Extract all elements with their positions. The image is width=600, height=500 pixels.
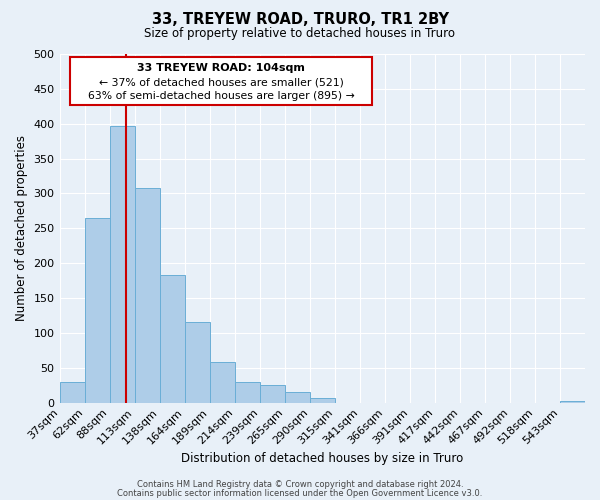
Text: ← 37% of detached houses are smaller (521): ← 37% of detached houses are smaller (52…: [98, 78, 344, 88]
Bar: [59, 382, 85, 402]
Bar: [185, 322, 209, 402]
Bar: [160, 275, 185, 402]
Bar: [85, 218, 110, 402]
Bar: [209, 362, 235, 403]
X-axis label: Distribution of detached houses by size in Truro: Distribution of detached houses by size …: [181, 452, 463, 465]
Bar: [110, 126, 134, 402]
Bar: [134, 188, 160, 402]
Text: 63% of semi-detached houses are larger (895) →: 63% of semi-detached houses are larger (…: [88, 90, 355, 101]
FancyBboxPatch shape: [70, 58, 372, 104]
Text: Size of property relative to detached houses in Truro: Size of property relative to detached ho…: [145, 28, 455, 40]
Bar: [560, 400, 585, 402]
Bar: [260, 385, 285, 402]
Text: 33, TREYEW ROAD, TRURO, TR1 2BY: 33, TREYEW ROAD, TRURO, TR1 2BY: [151, 12, 449, 28]
Text: Contains public sector information licensed under the Open Government Licence v3: Contains public sector information licen…: [118, 489, 482, 498]
Text: Contains HM Land Registry data © Crown copyright and database right 2024.: Contains HM Land Registry data © Crown c…: [137, 480, 463, 489]
Text: 33 TREYEW ROAD: 104sqm: 33 TREYEW ROAD: 104sqm: [137, 62, 305, 72]
Bar: [235, 382, 260, 402]
Y-axis label: Number of detached properties: Number of detached properties: [15, 136, 28, 322]
Bar: [310, 398, 335, 402]
Bar: [285, 392, 310, 402]
